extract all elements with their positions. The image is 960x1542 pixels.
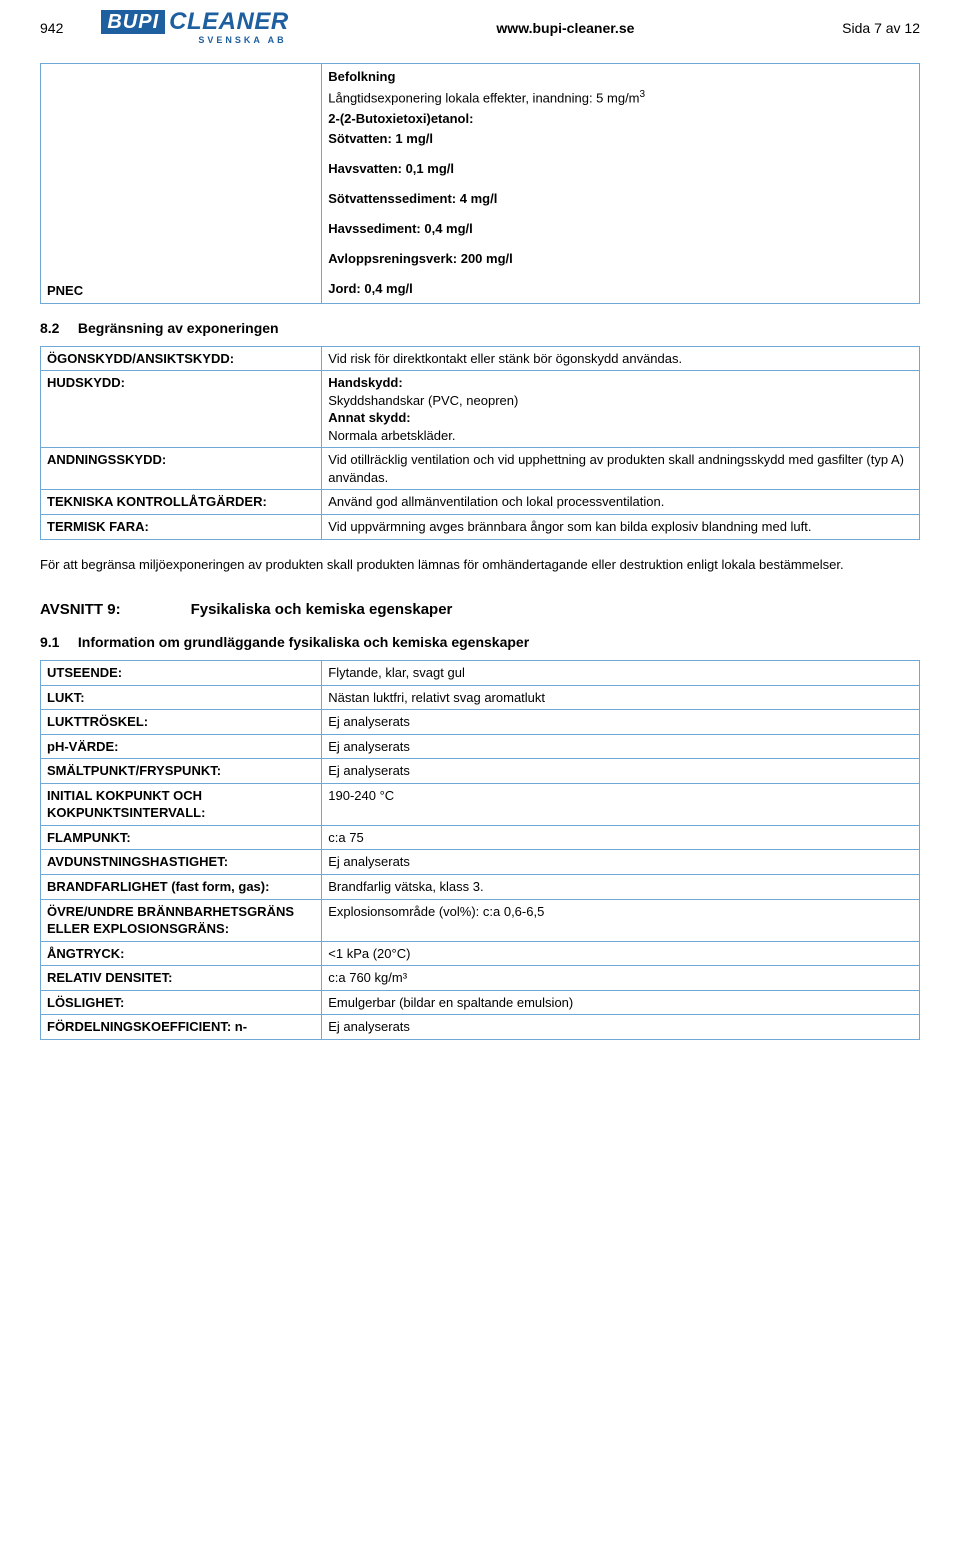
t2-r2-line2: Skyddshandskar (PVC, neopren) xyxy=(328,393,518,408)
t3-r12-label: LÖSLIGHET: xyxy=(41,990,322,1015)
avsnitt9-label: AVSNITT 9: xyxy=(40,601,121,618)
t2-r3-label: ANDNINGSSKYDD: xyxy=(41,448,322,490)
t2-r4-label: TEKNISKA KONTROLLÅTGÄRDER: xyxy=(41,490,322,515)
t2-r2-line3: Annat skydd: xyxy=(328,410,410,425)
pnec-label: PNEC xyxy=(47,283,83,298)
header-left: 942 BUPI CLEANER SVENSKA AB xyxy=(40,10,289,45)
physical-properties-table: UTSEENDE:Flytande, klar, svagt gulLUKT:N… xyxy=(40,660,920,1040)
t3-r2-label: LUKTTRÖSKEL: xyxy=(41,710,322,735)
t2-r2-line4: Normala arbetskläder. xyxy=(328,428,455,443)
section-91-heading: 9.1 Information om grundläggande fysikal… xyxy=(40,634,920,650)
logo: BUPI CLEANER SVENSKA AB xyxy=(101,10,288,45)
pnec-havsvatten: Havsvatten: 0,1 mg/l xyxy=(328,161,454,176)
t2-r2-val: Handskydd: Skyddshandskar (PVC, neopren)… xyxy=(322,371,920,448)
t3-r5-label: INITIAL KOKPUNKT OCH KOKPUNKTSINTERVALL: xyxy=(41,783,322,825)
t3-r3-label: pH-VÄRDE: xyxy=(41,734,322,759)
t3-r6-val: c:a 75 xyxy=(322,825,920,850)
pnec-jord: Jord: 0,4 mg/l xyxy=(328,281,413,296)
sec91-num: 9.1 xyxy=(40,634,74,650)
t3-r0-val: Flytande, klar, svagt gul xyxy=(322,661,920,686)
pnec-table: PNEC Befolkning Långtidsexponering lokal… xyxy=(40,63,920,304)
t3-r6-label: FLAMPUNKT: xyxy=(41,825,322,850)
pnec-avlopp: Avloppsreningsverk: 200 mg/l xyxy=(328,251,512,266)
t3-r4-label: SMÄLTPUNKT/FRYSPUNKT: xyxy=(41,759,322,784)
pnec-langtid-sup: 3 xyxy=(640,89,646,100)
logo-bupi: BUPI xyxy=(101,10,165,34)
pnec-label-cell: PNEC xyxy=(41,64,322,304)
pnec-sotsediment: Sötvattenssediment: 4 mg/l xyxy=(328,191,497,206)
avsnitt9-title: Fysikaliska och kemiska egenskaper xyxy=(191,601,453,618)
t3-r8-val: Brandfarlig vätska, klass 3. xyxy=(322,874,920,899)
logo-cleaner: CLEANER xyxy=(169,10,289,34)
t2-r2-label: HUDSKYDD: xyxy=(41,371,322,448)
page-id: 942 xyxy=(40,20,63,36)
t3-r9-label: ÖVRE/UNDRE BRÄNNBARHETSGRÄNS ELLER EXPLO… xyxy=(41,899,322,941)
t3-r13-label: FÖRDELNINGSKOEFFICIENT: n- xyxy=(41,1015,322,1040)
t3-r12-val: Emulgerbar (bildar en spaltande emulsion… xyxy=(322,990,920,1015)
logo-subtitle: SVENSKA AB xyxy=(101,36,288,45)
pnec-content-cell: Befolkning Långtidsexponering lokala eff… xyxy=(322,64,920,304)
t2-r1-val: Vid risk för direktkontakt eller stänk b… xyxy=(322,346,920,371)
avsnitt-9-heading: AVSNITT 9: Fysikaliska och kemiska egens… xyxy=(40,601,920,618)
t2-r4-val: Använd god allmänventilation och lokal p… xyxy=(322,490,920,515)
page-count: Sida 7 av 12 xyxy=(842,20,920,36)
t3-r9-val: Explosionsområde (vol%): c:a 0,6-6,5 xyxy=(322,899,920,941)
t3-r7-val: Ej analyserats xyxy=(322,850,920,875)
t3-r11-val: c:a 760 kg/m³ xyxy=(322,966,920,991)
t3-r10-val: <1 kPa (20°C) xyxy=(322,941,920,966)
t3-r3-val: Ej analyserats xyxy=(322,734,920,759)
sec82-num: 8.2 xyxy=(40,320,74,336)
t3-r2-val: Ej analyserats xyxy=(322,710,920,735)
t2-r2-line1: Handskydd: xyxy=(328,375,402,390)
t3-r11-label: RELATIV DENSITET: xyxy=(41,966,322,991)
t3-r0-label: UTSEENDE: xyxy=(41,661,322,686)
t3-r13-val: Ej analyserats xyxy=(322,1015,920,1040)
pnec-sotvatten: Sötvatten: 1 mg/l xyxy=(328,131,433,146)
t3-r8-label: BRANDFARLIGHET (fast form, gas): xyxy=(41,874,322,899)
t2-r5-label: TERMISK FARA: xyxy=(41,514,322,539)
t3-r1-label: LUKT: xyxy=(41,685,322,710)
exposure-para: För att begränsa miljöexponeringen av pr… xyxy=(40,556,920,574)
pnec-befolkning: Befolkning xyxy=(328,69,395,84)
t3-r10-label: ÅNGTRYCK: xyxy=(41,941,322,966)
pnec-langtid: Långtidsexponering lokala effekter, inan… xyxy=(328,90,639,105)
pnec-havssediment: Havssediment: 0,4 mg/l xyxy=(328,221,473,236)
sec91-title: Information om grundläggande fysikaliska… xyxy=(78,634,529,650)
t2-r3-val: Vid otillräcklig ventilation och vid upp… xyxy=(322,448,920,490)
t3-r4-val: Ej analyserats xyxy=(322,759,920,784)
exposure-limit-table: ÖGONSKYDD/ANSIKTSKYDD: Vid risk för dire… xyxy=(40,346,920,540)
t2-r1-label: ÖGONSKYDD/ANSIKTSKYDD: xyxy=(41,346,322,371)
t2-r5-val: Vid uppvärmning avges brännbara ångor so… xyxy=(322,514,920,539)
page-header: 942 BUPI CLEANER SVENSKA AB www.bupi-cle… xyxy=(40,10,920,45)
sec82-title: Begränsning av exponeringen xyxy=(78,320,279,336)
t3-r7-label: AVDUNSTNINGSHASTIGHET: xyxy=(41,850,322,875)
t3-r1-val: Nästan luktfri, relativt svag aromatlukt xyxy=(322,685,920,710)
header-url: www.bupi-cleaner.se xyxy=(496,20,634,36)
pnec-compound: 2-(2-Butoxietoxi)etanol: xyxy=(328,111,473,126)
section-82-heading: 8.2 Begränsning av exponeringen xyxy=(40,320,920,336)
t3-r5-val: 190-240 °C xyxy=(322,783,920,825)
